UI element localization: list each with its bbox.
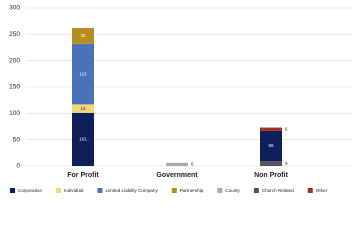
legend-label: County	[225, 188, 240, 193]
legend-swatch	[10, 188, 15, 193]
bar-segment	[260, 130, 282, 162]
x-tick-label: Government	[156, 172, 198, 179]
bar-segment	[260, 161, 282, 166]
legend-swatch	[217, 188, 223, 193]
legend-swatch	[97, 188, 103, 193]
value-label: 115	[79, 71, 87, 76]
x-tick-label: Non Profit	[254, 172, 288, 179]
legend-label: Limited Liability Company	[105, 188, 158, 193]
legend-label: Partnership	[180, 188, 204, 193]
value-label: 16	[80, 106, 86, 111]
value-label: 101	[79, 137, 87, 142]
value-label: 6	[191, 162, 194, 167]
y-tick-label: 200	[9, 57, 20, 64]
y-tick-label: 100	[9, 110, 20, 117]
legend-swatch	[56, 188, 62, 193]
value-label: 30	[80, 33, 86, 38]
value-label: 58	[268, 143, 274, 148]
legend-label: Individual	[64, 188, 83, 193]
bar-segment	[260, 127, 282, 131]
legend-swatch	[253, 188, 259, 193]
legend-label: Other	[316, 188, 328, 193]
legend-label: Corporation	[18, 188, 42, 193]
y-tick-label: 50	[13, 136, 21, 143]
chart: 0 50 100 150 200 250 300 101 16 115 30 For Profit 6 G…	[9, 5, 352, 193]
bar-segment	[72, 112, 94, 166]
bar-segment	[72, 43, 94, 105]
y-tick-label: 300	[9, 5, 20, 12]
y-tick-label: 0	[16, 163, 20, 170]
value-label: 9	[285, 161, 288, 166]
x-tick-label: For Profit	[67, 172, 99, 179]
bar-segment	[166, 162, 188, 166]
value-label: 6	[285, 126, 288, 131]
y-tick-label: 150	[9, 84, 20, 91]
legend-swatch	[307, 188, 313, 193]
y-tick-label: 250	[9, 31, 20, 38]
legend-label: Church Related	[262, 188, 294, 193]
legend-swatch	[171, 188, 177, 193]
bar-segment	[72, 28, 94, 44]
bar-segment	[72, 104, 94, 113]
